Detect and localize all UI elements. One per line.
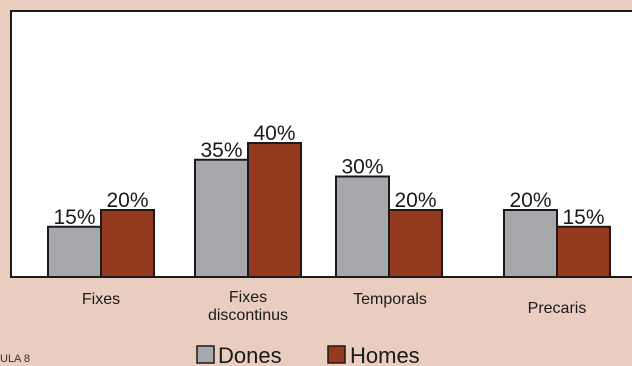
data-label-dones-2: 30%: [341, 156, 383, 179]
category-label-1: Fixes discontinus: [208, 289, 288, 324]
data-label-homes-2: 20%: [394, 189, 436, 212]
corner-text: ULA 8: [0, 353, 30, 365]
bar-dones-0: [47, 225, 102, 278]
bar-homes-1: [247, 142, 302, 278]
bar-dones-1: [194, 158, 249, 278]
legend-swatch-dones: [196, 345, 215, 364]
data-label-homes-3: 15%: [562, 206, 604, 229]
legend-swatch-homes: [327, 345, 346, 364]
legend-label-homes: Homes: [350, 343, 420, 366]
legend: Dones Homes: [196, 343, 420, 366]
category-label-3: Precaris: [528, 300, 587, 317]
bar-homes-2: [388, 209, 443, 278]
category-label-2: Temporals: [353, 291, 427, 308]
legend-label-dones: Dones: [218, 343, 282, 366]
data-label-homes-1: 40%: [253, 122, 295, 145]
data-label-dones-3: 20%: [509, 189, 551, 212]
bar-dones-2: [335, 175, 390, 278]
category-label-0: Fixes: [82, 291, 120, 308]
data-label-dones-0: 15%: [53, 206, 95, 229]
data-label-dones-1: 35%: [200, 139, 242, 162]
data-label-homes-0: 20%: [106, 189, 148, 212]
bar-homes-3: [556, 225, 611, 278]
bar-homes-0: [100, 209, 155, 278]
bar-dones-3: [503, 209, 558, 278]
